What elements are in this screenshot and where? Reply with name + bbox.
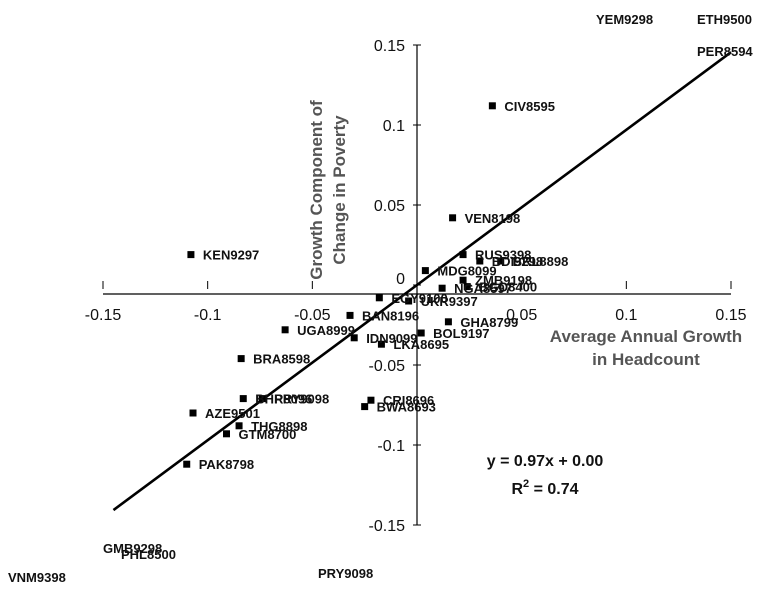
x-tick-label-0: -0.15 [85, 307, 122, 324]
point-label-0: CIV8595 [504, 99, 555, 114]
point-label-20: BHR8096 [255, 392, 312, 407]
x-tick-label-6: 0.15 [715, 307, 746, 324]
x-tick-label-2: -0.05 [294, 307, 331, 324]
point-VEN8198 [449, 214, 457, 222]
y-tick-label-5: 0.1 [383, 118, 405, 135]
clipped-label-0: YEM9298 [596, 12, 653, 27]
point-MDG8099 [421, 267, 429, 275]
point-label-8: NGA8597 [454, 281, 512, 296]
clipped-label-4: PHL8500 [121, 547, 176, 562]
y-tick-label-1: -0.1 [377, 438, 405, 455]
point-label-1: VEN8198 [465, 211, 521, 226]
point-EGY9100 [375, 294, 383, 302]
point-label-12: BAN8196 [362, 308, 419, 323]
y-axis-title-line-2: Change in Poverty [330, 115, 349, 265]
r-squared-superscript: 2 [523, 478, 529, 490]
y-tick-label-0: -0.15 [369, 518, 406, 535]
point-label-25: GTM8700 [239, 427, 297, 442]
point-label-18: BRA8598 [253, 352, 310, 367]
point-BHR8096 [239, 395, 247, 403]
point-PAK8798 [183, 460, 191, 468]
point-label-16: BOL9197 [433, 326, 489, 341]
point-RUS9398 [459, 251, 467, 259]
point-label-9: BGD8400 [479, 280, 537, 295]
point-ZMB9198 [459, 276, 467, 284]
point-CIV8595 [488, 102, 496, 110]
point-label-22: BWA8693 [377, 400, 436, 415]
point-NGA8597 [438, 284, 446, 292]
point-label-3: RUS9398 [475, 248, 531, 263]
y-tick-label-4: 0.05 [374, 198, 405, 215]
y-axis-title-line-1: Growth Component of [307, 100, 326, 280]
x-tick-label-1: -0.1 [194, 307, 222, 324]
point-LKA8695 [377, 340, 385, 348]
y-tick-label-3: 0 [396, 271, 405, 288]
point-UKR9397 [405, 297, 413, 305]
point-label-6: MDG8099 [437, 264, 496, 279]
x-tick-label-4: 0.05 [506, 307, 537, 324]
clipped-label-5: VNM9398 [8, 570, 66, 585]
trendline-equation: y = 0.97x + 0.00 [487, 453, 604, 470]
point-CRI8696 [367, 396, 375, 404]
point-label-2: KEN9297 [203, 248, 259, 263]
clipped-label-1: ETH9500 [697, 12, 752, 27]
point-label-7: ZMB9198 [475, 273, 532, 288]
point-THG8898 [235, 422, 243, 430]
r-squared-value: = 0.74 [529, 481, 578, 498]
point-label-21: CRI8696 [383, 393, 434, 408]
point-BOL9197 [417, 329, 425, 337]
y-tick-label-6: 0.15 [374, 38, 405, 55]
point-UGA8999 [281, 326, 289, 334]
y-tick-label-2: -0.05 [369, 358, 406, 375]
tick-labels: -0.15 -0.1 -0.05 0.05 0.1 0.15 -0.15 -0.1 -0.05 0… [85, 38, 747, 535]
point-label-14: UGA8999 [297, 323, 355, 338]
point-AZE9501 [189, 409, 197, 417]
point-BDI9298 [476, 257, 484, 265]
point-label-10: EGY9100 [391, 291, 447, 306]
x-axis-title-line-1: Average Annual Growth [550, 327, 742, 346]
point-label-24: THG8898 [251, 419, 307, 434]
point-label-17: IDN9099 [366, 331, 417, 346]
point-label-19: PRY9098 [274, 392, 329, 407]
x-axis-title-line-2: in Headcount [592, 350, 700, 369]
clipped-label-3: GMB9298 [103, 541, 162, 556]
point-label-23: AZE9501 [205, 406, 260, 421]
data-points [183, 102, 505, 468]
point-IDN9099 [350, 334, 358, 342]
point-label-5: BRL8898 [513, 254, 569, 269]
x-tick-label-5: 0.1 [615, 307, 637, 324]
trendline [112, 51, 732, 512]
point-labels: CIV8595 VEN8198 KEN9297 RUS9398BDI9298BRL88… [199, 99, 569, 472]
point-KEN9297 [187, 251, 195, 259]
point-label-4: BDI9298 [492, 254, 543, 269]
point-BGD8400 [463, 283, 471, 291]
point-label-11: UKR9397 [421, 294, 478, 309]
point-BRL8898 [497, 257, 505, 265]
point-PRY9098 [258, 395, 266, 403]
r-squared: R2 = 0.74 [511, 478, 578, 498]
clipped-label-6: PRY9098 [318, 566, 373, 581]
point-BWA8693 [361, 403, 369, 411]
clipped-label-2: PER8594 [697, 44, 753, 59]
point-GHA8799 [444, 318, 452, 326]
point-label-26: PAK8798 [199, 457, 254, 472]
r-squared-prefix: R [511, 481, 523, 498]
point-BRA8598 [237, 355, 245, 363]
point-label-15: LKA8695 [393, 337, 449, 352]
point-label-13: GHA8799 [460, 315, 518, 330]
point-GTM8700 [223, 430, 231, 438]
point-BAN8196 [346, 311, 354, 319]
